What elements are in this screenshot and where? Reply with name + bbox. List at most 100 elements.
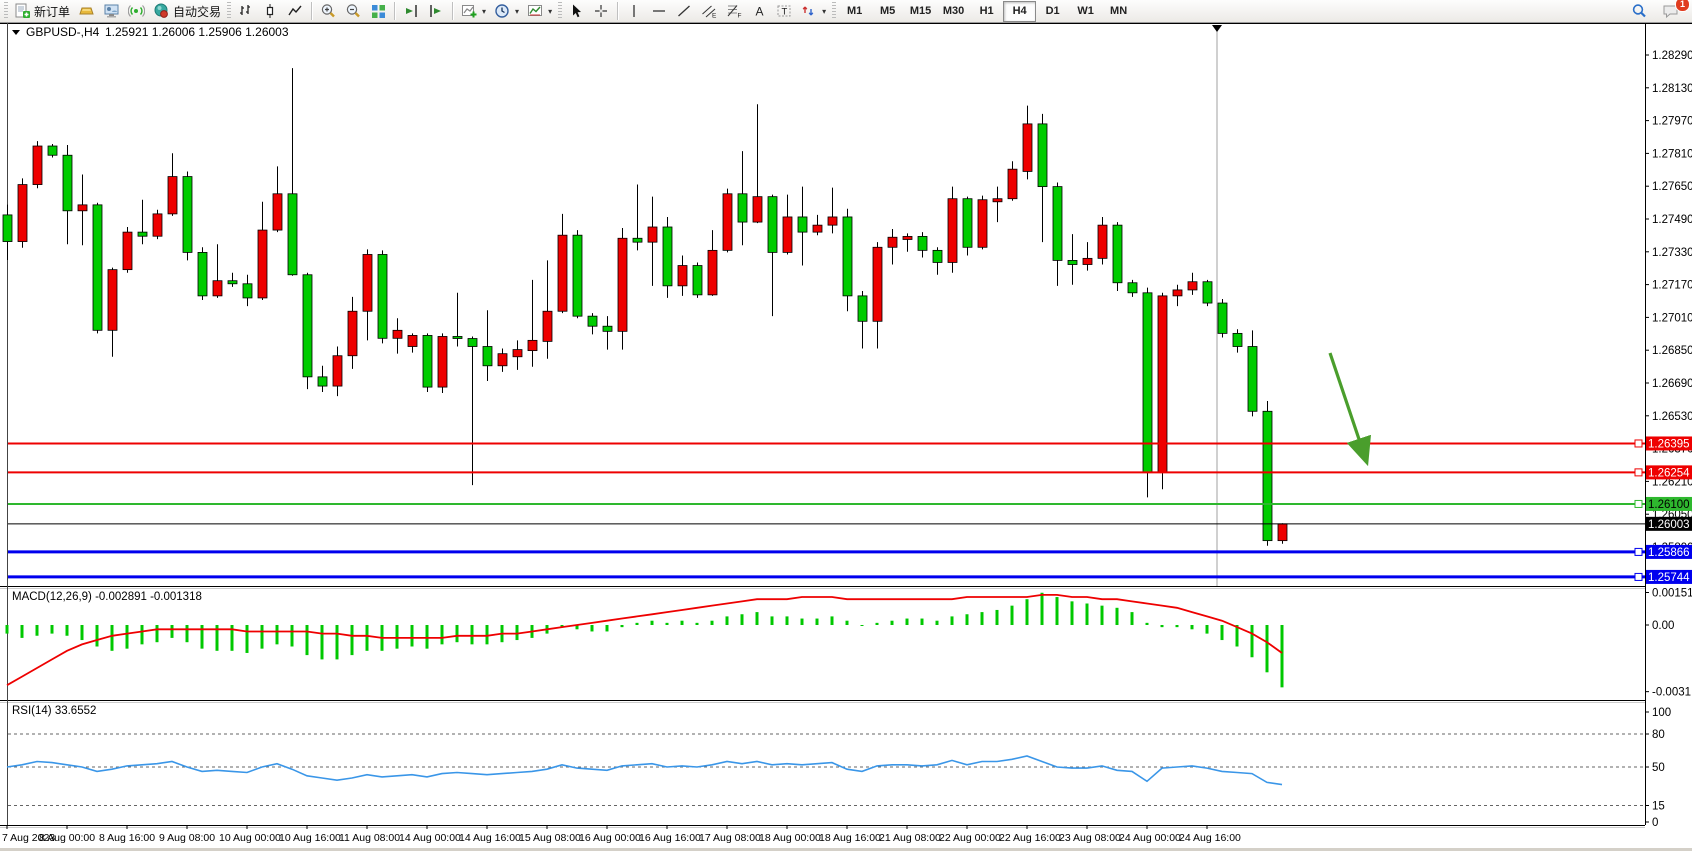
price-axis-label: 1.27810 — [1652, 148, 1692, 160]
macd-histogram-bar — [185, 625, 189, 643]
time-axis-label: 14 Aug 16:00 — [459, 832, 521, 844]
zoom-out-button[interactable] — [341, 0, 366, 22]
macd-histogram-bar — [905, 618, 909, 625]
price-axis-label: 1.27490 — [1652, 214, 1692, 226]
chart-shift-button[interactable] — [424, 0, 449, 22]
candle — [467, 336, 478, 486]
macd-panel: MACD(12,26,9) -0.002891 -0.001318 0.00151… — [5, 588, 1692, 699]
indicators-button[interactable]: ▾ — [457, 0, 490, 22]
timeframe-button-d1[interactable]: D1 — [1045, 4, 1060, 17]
auto-scroll-button[interactable] — [399, 0, 424, 22]
macd-histogram-bar — [245, 625, 249, 653]
candle-body — [167, 176, 178, 215]
candle-body — [1052, 186, 1063, 261]
price-axis-label: 1.26210 — [1652, 476, 1692, 488]
zoom-in-button[interactable] — [316, 0, 341, 22]
candle-body — [587, 315, 598, 327]
label-button[interactable]: T — [772, 0, 797, 22]
rsi-axis-label: 80 — [1652, 729, 1665, 741]
templates-button[interactable]: ▾ — [523, 0, 556, 22]
time-axis-label: 22 Aug 16:00 — [999, 832, 1061, 844]
macd-histogram-bar — [575, 625, 579, 630]
price-axis-label: 1.27010 — [1652, 312, 1692, 324]
candle — [242, 274, 253, 307]
line-handle[interactable] — [1634, 572, 1643, 581]
crosshair-button[interactable] — [589, 0, 614, 22]
bar-chart-button[interactable] — [233, 0, 258, 22]
price-tag — [1646, 465, 1692, 480]
new-order-button[interactable]: 新订单 — [10, 0, 74, 22]
macd-histogram-bar — [605, 625, 609, 632]
line-handle[interactable] — [1634, 439, 1643, 448]
timeframe-button-m1[interactable]: M1 — [846, 4, 863, 17]
text-button[interactable]: A — [747, 0, 772, 22]
metaeditor-button[interactable] — [99, 0, 124, 22]
arrows-button[interactable]: ▾ — [797, 0, 830, 22]
zoom-out-icon — [345, 3, 362, 19]
timeframe-button-m5[interactable]: M5 — [879, 4, 896, 17]
candle — [1022, 105, 1033, 180]
chevron-down-icon[interactable]: ▾ — [548, 6, 553, 16]
channel-button[interactable]: E — [697, 0, 722, 22]
chevron-down-icon[interactable]: ▾ — [822, 6, 827, 16]
gold-icon — [78, 3, 95, 19]
candle — [872, 242, 883, 349]
candle — [932, 247, 943, 275]
search-button[interactable] — [1627, 0, 1652, 22]
chevron-down-icon[interactable]: ▾ — [515, 6, 520, 16]
timeframe-button-h1[interactable]: H1 — [979, 4, 994, 17]
periods-button[interactable]: ▾ — [490, 0, 523, 22]
candle-body — [407, 335, 418, 347]
chevron-down-icon[interactable]: ▾ — [482, 6, 487, 16]
cursor-button[interactable] — [564, 0, 589, 22]
candlestick-button[interactable] — [258, 0, 283, 22]
line-handle[interactable] — [1634, 468, 1643, 477]
chat-button[interactable]: 1 — [1658, 0, 1690, 22]
macd-histogram-bar — [1160, 625, 1164, 628]
trendline-button[interactable] — [672, 0, 697, 22]
line-handle[interactable] — [1634, 499, 1643, 508]
line-chart-button[interactable] — [283, 0, 308, 22]
candle — [407, 333, 418, 353]
time-axis-label: 18 Aug 16:00 — [819, 832, 881, 844]
macd-histogram-bar — [680, 620, 684, 625]
timeframe-button-h4[interactable]: H4 — [1003, 0, 1037, 22]
macd-histogram-bar — [260, 625, 264, 649]
signal-button[interactable] — [124, 0, 149, 22]
time-axis-label: 10 Aug 00:00 — [219, 832, 281, 844]
candle — [1067, 234, 1078, 285]
candle — [902, 233, 913, 252]
fibonacci-button[interactable]: F — [722, 0, 747, 22]
candle — [122, 226, 133, 273]
tile-windows-button[interactable] — [366, 0, 391, 22]
vertical-line-button[interactable] — [622, 0, 647, 22]
time-axis-label: 16 Aug 00:00 — [579, 832, 641, 844]
candle-body — [1172, 289, 1183, 297]
timeframe-button-w1[interactable]: W1 — [1077, 4, 1094, 17]
label-icon: T — [776, 3, 793, 19]
gold-button[interactable] — [74, 0, 99, 22]
candle-body — [47, 145, 58, 156]
timeframe-button-m30[interactable]: M30 — [942, 4, 965, 17]
candle — [752, 104, 763, 224]
candle — [317, 365, 328, 393]
candle — [1232, 329, 1243, 353]
timeframe-button-mn[interactable]: MN — [1110, 4, 1128, 17]
macd-histogram-bar — [860, 625, 864, 626]
candle — [167, 153, 178, 216]
timeframe-button-m15[interactable]: M15 — [909, 4, 932, 17]
annotation-arrow[interactable] — [1328, 352, 1371, 467]
autotrade-button[interactable]: 自动交易 — [149, 0, 225, 22]
horizontal-line-button[interactable] — [647, 0, 672, 22]
line-handle[interactable] — [1634, 547, 1643, 556]
candle-body — [497, 353, 508, 367]
chevron-down-icon[interactable] — [12, 30, 20, 35]
time-axis-label: 24 Aug 00:00 — [1119, 832, 1181, 844]
time-axis-label: 8 Aug 16:00 — [99, 832, 155, 844]
candle-body — [917, 236, 928, 251]
price-axis-label: 1.28290 — [1652, 50, 1692, 62]
candle — [617, 228, 628, 350]
candle — [527, 279, 538, 367]
candle — [1277, 523, 1288, 544]
